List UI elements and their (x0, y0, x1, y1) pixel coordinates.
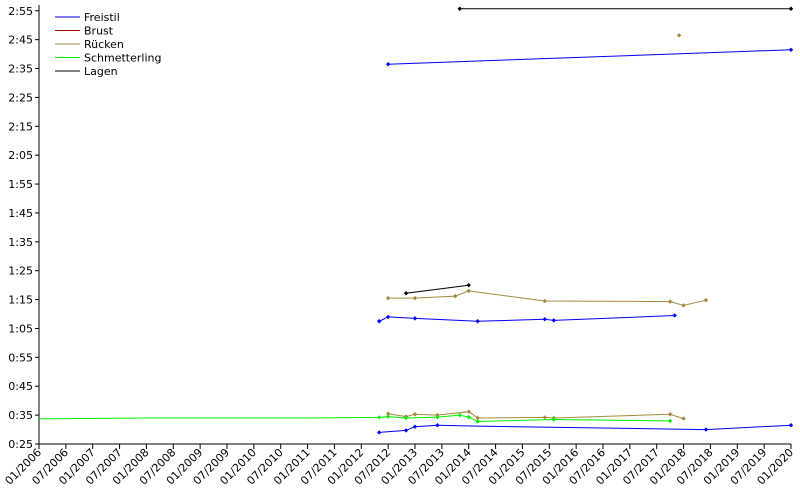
data-point-freistil (403, 428, 409, 433)
data-point-freistil (435, 423, 440, 428)
series-lagen (403, 6, 794, 296)
legend-label: Schmetterling (84, 52, 161, 65)
y-tick-label: 1:25 (8, 265, 33, 278)
y-tick-label: 0:45 (8, 380, 33, 393)
data-point-r-cken (466, 409, 471, 414)
series-r-cken (385, 33, 709, 421)
series-line-lagen (405, 284, 469, 294)
legend-label: Rücken (84, 38, 124, 51)
data-point-schmetterling (385, 414, 391, 419)
data-point-freistil (672, 313, 677, 318)
y-tick-label: 1:05 (8, 322, 33, 335)
data-point-r-cken (542, 298, 548, 304)
data-point-r-cken (681, 303, 686, 308)
data-point-schmetterling (457, 412, 462, 418)
data-point-freistil (551, 318, 556, 323)
y-tick-label: 1:15 (8, 294, 33, 307)
data-point-freistil (376, 319, 382, 324)
data-point-freistil (385, 62, 391, 67)
series-line-r-cken (388, 290, 707, 306)
data-point-freistil (376, 430, 382, 435)
data-point-r-cken (385, 295, 391, 301)
data-point-schmetterling (435, 414, 440, 420)
data-point-schmetterling (475, 419, 480, 424)
data-point-schmetterling (667, 418, 673, 424)
data-point-lagen (466, 282, 471, 288)
series-line-freistil (388, 49, 792, 65)
y-tick-label: 2:05 (8, 149, 33, 162)
data-point-lagen (457, 6, 462, 11)
data-point-freistil (385, 314, 391, 320)
legend-label: Freistil (84, 11, 120, 24)
data-point-r-cken (667, 299, 673, 304)
data-point-r-cken (676, 33, 682, 38)
y-tick-label: 0:55 (8, 351, 33, 364)
series-line-freistil (378, 315, 675, 322)
y-tick-label: 2:15 (8, 120, 33, 133)
y-tick-label: 1:55 (8, 178, 33, 191)
data-point-lagen (403, 291, 409, 296)
y-tick-label: 1:35 (8, 236, 33, 249)
data-point-freistil (412, 424, 418, 429)
series-line-r-cken (388, 411, 684, 420)
y-tick-label: 2:25 (8, 91, 33, 104)
data-point-schmetterling (551, 417, 556, 422)
series-line-schmetterling (38, 414, 671, 423)
y-tick-label: 2:45 (8, 34, 33, 47)
x-axis: 01/200607/200601/200707/200701/200807/20… (3, 444, 796, 487)
plot-area (38, 6, 794, 435)
axes (38, 5, 791, 445)
data-point-r-cken (453, 293, 458, 299)
data-point-r-cken (475, 415, 480, 421)
data-point-r-cken (466, 288, 471, 294)
series-schmetterling (38, 412, 673, 424)
data-point-freistil (475, 319, 480, 324)
data-point-freistil (412, 316, 418, 321)
data-point-r-cken (412, 412, 418, 417)
data-point-freistil (788, 423, 794, 428)
y-tick-label: 0:25 (8, 438, 33, 451)
series-freistil (376, 47, 794, 435)
data-point-r-cken (412, 295, 418, 301)
series-line-freistil (379, 424, 792, 433)
data-point-r-cken (703, 297, 709, 303)
y-tick-label: 2:35 (8, 63, 33, 76)
data-point-freistil (788, 47, 794, 52)
y-tick-label: 0:35 (8, 409, 33, 422)
data-point-r-cken (681, 416, 686, 421)
y-tick-label: 2:55 (8, 5, 33, 18)
data-point-freistil (703, 427, 709, 432)
legend-label: Brust (84, 25, 114, 38)
data-point-schmetterling (466, 414, 471, 420)
data-point-r-cken (667, 412, 673, 417)
data-point-schmetterling (403, 415, 409, 421)
y-tick-label: 1:45 (8, 207, 33, 220)
data-point-schmetterling (376, 415, 382, 420)
data-point-lagen (788, 6, 794, 11)
data-point-freistil (542, 317, 548, 322)
legend-label: Lagen (84, 65, 118, 78)
data-point-r-cken (542, 415, 548, 420)
y-axis: 2:55 2:45 2:35 2:25 2:15 2:05 1:55 1:45 1:35 1:25… (8, 5, 39, 451)
data-point-r-cken (385, 411, 391, 416)
